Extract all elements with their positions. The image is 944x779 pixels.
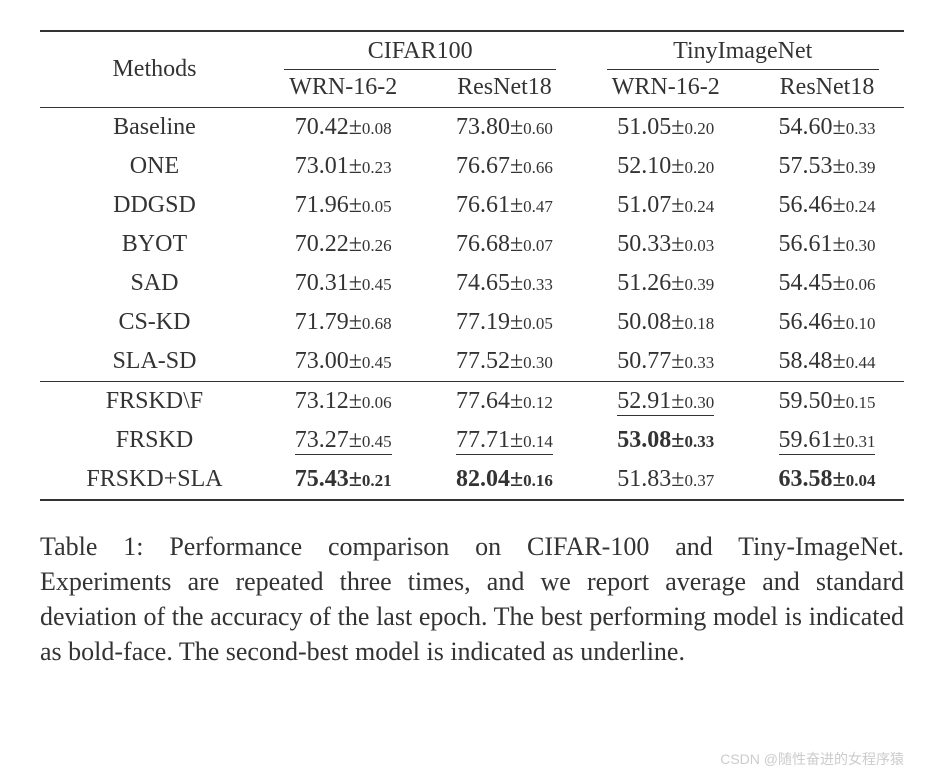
method-name: FRSKD\F [40, 382, 259, 422]
subcol-1: ResNet18 [427, 72, 581, 108]
table-cell: 74.65±0.33 [427, 264, 581, 303]
table-cell: 76.68±0.07 [427, 225, 581, 264]
table-row: Baseline70.42±0.0873.80±0.6051.05±0.2054… [40, 108, 904, 148]
table-cell: 51.05±0.20 [581, 108, 750, 148]
table-cell: 52.10±0.20 [581, 147, 750, 186]
table-cell: 54.60±0.33 [750, 108, 904, 148]
table-row: FRSKD73.27±0.4577.71±0.1453.08±0.3359.61… [40, 421, 904, 460]
method-name: FRSKD [40, 421, 259, 460]
method-name: DDGSD [40, 186, 259, 225]
table-cell: 75.43±0.21 [259, 460, 428, 500]
table-row: BYOT70.22±0.2676.68±0.0750.33±0.0356.61±… [40, 225, 904, 264]
table-cell: 59.61±0.31 [750, 421, 904, 460]
table-row: CS-KD71.79±0.6877.19±0.0550.08±0.1856.46… [40, 303, 904, 342]
table-cell: 50.08±0.18 [581, 303, 750, 342]
table-cell: 77.64±0.12 [427, 382, 581, 422]
table-cell: 70.42±0.08 [259, 108, 428, 148]
table-cell: 52.91±0.30 [581, 382, 750, 422]
table-cell: 50.33±0.03 [581, 225, 750, 264]
table-cell: 51.07±0.24 [581, 186, 750, 225]
table-cell: 73.27±0.45 [259, 421, 428, 460]
method-name: BYOT [40, 225, 259, 264]
subcol-0: WRN-16-2 [259, 72, 428, 108]
table-body-section1: Baseline70.42±0.0873.80±0.6051.05±0.2054… [40, 108, 904, 382]
method-name: FRSKD+SLA [40, 460, 259, 500]
table-row: DDGSD71.96±0.0576.61±0.4751.07±0.2456.46… [40, 186, 904, 225]
table-cell: 56.46±0.24 [750, 186, 904, 225]
table-cell: 54.45±0.06 [750, 264, 904, 303]
table-cell: 82.04±0.16 [427, 460, 581, 500]
table-cell: 77.19±0.05 [427, 303, 581, 342]
method-name: SAD [40, 264, 259, 303]
table-cell: 71.79±0.68 [259, 303, 428, 342]
method-name: Baseline [40, 108, 259, 148]
table-cell: 77.52±0.30 [427, 342, 581, 382]
table-cell: 57.53±0.39 [750, 147, 904, 186]
table-caption: Table 1: Performance comparison on CIFAR… [40, 529, 904, 669]
table-cell: 76.67±0.66 [427, 147, 581, 186]
table-row: SAD70.31±0.4574.65±0.3351.26±0.3954.45±0… [40, 264, 904, 303]
table-cell: 53.08±0.33 [581, 421, 750, 460]
table-cell: 73.12±0.06 [259, 382, 428, 422]
group-header-tiny: TinyImageNet [581, 31, 904, 72]
table-cell: 73.01±0.23 [259, 147, 428, 186]
method-name: ONE [40, 147, 259, 186]
table-cell: 51.83±0.37 [581, 460, 750, 500]
table-cell: 70.22±0.26 [259, 225, 428, 264]
table-cell: 73.00±0.45 [259, 342, 428, 382]
table-cell: 76.61±0.47 [427, 186, 581, 225]
table-cell: 77.71±0.14 [427, 421, 581, 460]
table-row: FRSKD\F73.12±0.0677.64±0.1252.91±0.3059.… [40, 382, 904, 422]
method-name: CS-KD [40, 303, 259, 342]
results-table: Methods CIFAR100 TinyImageNet WRN-16-2 R… [40, 30, 904, 501]
group-header-cifar: CIFAR100 [259, 31, 582, 72]
table-cell: 50.77±0.33 [581, 342, 750, 382]
table-cell: 56.61±0.30 [750, 225, 904, 264]
methods-header: Methods [40, 31, 259, 108]
watermark: CSDN @随性奋进的女程序猿 [720, 749, 904, 769]
table-cell: 70.31±0.45 [259, 264, 428, 303]
table-row: SLA-SD73.00±0.4577.52±0.3050.77±0.3358.4… [40, 342, 904, 382]
subcol-2: WRN-16-2 [581, 72, 750, 108]
method-name: SLA-SD [40, 342, 259, 382]
table-cell: 59.50±0.15 [750, 382, 904, 422]
table-row: ONE73.01±0.2376.67±0.6652.10±0.2057.53±0… [40, 147, 904, 186]
table-cell: 56.46±0.10 [750, 303, 904, 342]
table-body-section2: FRSKD\F73.12±0.0677.64±0.1252.91±0.3059.… [40, 382, 904, 501]
table-cell: 51.26±0.39 [581, 264, 750, 303]
subcol-3: ResNet18 [750, 72, 904, 108]
table-cell: 71.96±0.05 [259, 186, 428, 225]
table-cell: 63.58±0.04 [750, 460, 904, 500]
table-cell: 58.48±0.44 [750, 342, 904, 382]
table-cell: 73.80±0.60 [427, 108, 581, 148]
table-row: FRSKD+SLA75.43±0.2182.04±0.1651.83±0.376… [40, 460, 904, 500]
